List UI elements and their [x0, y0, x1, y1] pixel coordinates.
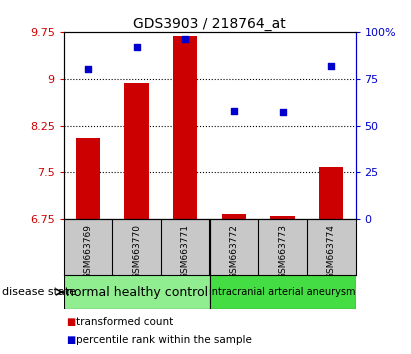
Text: GSM663769: GSM663769 — [83, 224, 92, 279]
Text: disease state: disease state — [2, 287, 76, 297]
Text: GSM663772: GSM663772 — [229, 224, 238, 279]
Bar — [173, 36, 197, 219]
Bar — [222, 214, 246, 219]
Point — [328, 63, 335, 68]
Point — [279, 110, 286, 115]
Text: normal healthy control: normal healthy control — [66, 286, 208, 299]
Text: GSM663774: GSM663774 — [327, 224, 336, 279]
Text: ■: ■ — [66, 317, 75, 327]
Text: ■: ■ — [66, 335, 75, 345]
Text: GSM663771: GSM663771 — [181, 224, 190, 279]
Point — [231, 108, 237, 113]
Bar — [76, 138, 100, 219]
Text: GSM663773: GSM663773 — [278, 224, 287, 279]
Bar — [64, 275, 210, 309]
Text: transformed count: transformed count — [76, 317, 173, 327]
Point — [182, 36, 189, 42]
Bar — [270, 216, 295, 219]
Point — [85, 67, 91, 72]
Bar — [210, 275, 356, 309]
Point — [133, 44, 140, 50]
Bar — [125, 83, 149, 219]
Text: percentile rank within the sample: percentile rank within the sample — [76, 335, 252, 345]
Text: GSM663770: GSM663770 — [132, 224, 141, 279]
Text: intracranial arterial aneurysm: intracranial arterial aneurysm — [209, 287, 356, 297]
Bar — [319, 167, 343, 219]
Title: GDS3903 / 218764_at: GDS3903 / 218764_at — [133, 17, 286, 31]
